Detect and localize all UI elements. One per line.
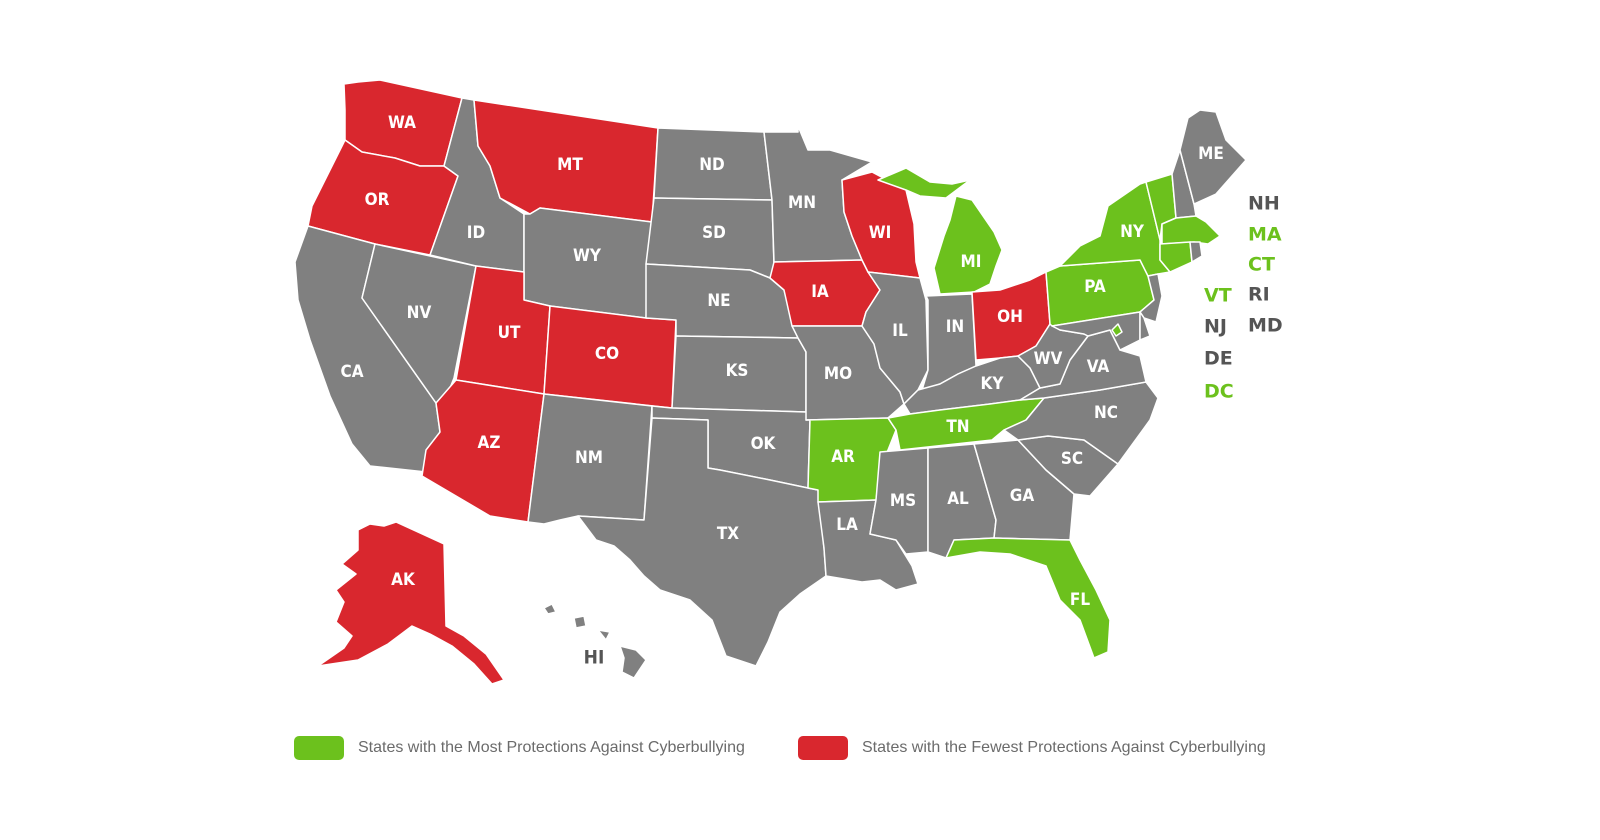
label-de: DE bbox=[1204, 348, 1233, 370]
label-tx: TX bbox=[717, 524, 739, 544]
label-in: IN bbox=[946, 317, 965, 337]
label-oh: OH bbox=[997, 307, 1023, 327]
label-mt: MT bbox=[557, 155, 583, 175]
label-nv: NV bbox=[407, 303, 432, 323]
label-me: ME bbox=[1198, 144, 1224, 164]
label-ny: NY bbox=[1120, 222, 1145, 242]
label-mn: MN bbox=[788, 193, 816, 213]
label-wv: WV bbox=[1034, 349, 1063, 369]
label-co: CO bbox=[595, 344, 619, 364]
state-nh[interactable] bbox=[1171, 149, 1197, 219]
state-mi-up[interactable] bbox=[877, 167, 971, 199]
state-ct[interactable] bbox=[1159, 241, 1193, 273]
legend-most-swatch bbox=[294, 736, 344, 760]
label-ut: UT bbox=[498, 323, 521, 343]
label-la: LA bbox=[836, 515, 858, 535]
label-ne: NE bbox=[707, 291, 730, 311]
state-ak[interactable] bbox=[317, 521, 505, 685]
label-vt: VT bbox=[1204, 285, 1232, 307]
label-ca: CA bbox=[340, 362, 363, 382]
legend-fewest: States with the Fewest Protections Again… bbox=[798, 736, 1266, 760]
state-fl[interactable] bbox=[945, 537, 1111, 659]
label-fl: FL bbox=[1070, 590, 1090, 610]
label-id: ID bbox=[467, 223, 485, 243]
label-ma: MA bbox=[1248, 224, 1282, 246]
label-nh: NH bbox=[1248, 193, 1280, 215]
label-mi: MI bbox=[961, 252, 982, 272]
legend-most: States with the Most Protections Against… bbox=[294, 736, 745, 760]
state-dc[interactable] bbox=[1111, 323, 1123, 337]
label-ia: IA bbox=[811, 282, 829, 302]
state-shapes bbox=[294, 79, 1247, 685]
label-il: IL bbox=[892, 321, 908, 341]
label-wy: WY bbox=[573, 246, 602, 266]
label-hi: HI bbox=[584, 647, 605, 669]
state-hi[interactable] bbox=[543, 603, 647, 679]
state-nm[interactable] bbox=[527, 393, 653, 525]
label-tn: TN bbox=[946, 417, 969, 437]
label-al: AL bbox=[947, 489, 969, 509]
state-nc[interactable] bbox=[1003, 381, 1159, 465]
state-il[interactable] bbox=[861, 271, 929, 405]
state-ri[interactable] bbox=[1189, 241, 1203, 263]
state-me[interactable] bbox=[1179, 109, 1247, 205]
label-wi: WI bbox=[869, 223, 892, 243]
state-labels: WA OR CA NV ID MT WY UT CO AZ NM ND SD N… bbox=[340, 113, 1223, 669]
label-ok: OK bbox=[751, 434, 777, 454]
label-ks: KS bbox=[726, 361, 749, 381]
state-nj[interactable] bbox=[1139, 273, 1163, 323]
label-ar: AR bbox=[831, 447, 855, 467]
label-pa: PA bbox=[1084, 277, 1106, 297]
legend-most-label: States with the Most Protections Against… bbox=[358, 739, 745, 756]
label-ri: RI bbox=[1248, 284, 1270, 306]
label-ct: CT bbox=[1248, 254, 1275, 276]
legend-fewest-swatch bbox=[798, 736, 848, 760]
label-va: VA bbox=[1087, 357, 1110, 377]
state-de[interactable] bbox=[1139, 311, 1151, 341]
state-tx[interactable] bbox=[577, 417, 827, 667]
label-wa: WA bbox=[388, 113, 416, 133]
label-nm: NM bbox=[575, 448, 603, 468]
label-mo: MO bbox=[824, 364, 852, 384]
label-sd: SD bbox=[702, 223, 726, 243]
label-dc: DC bbox=[1204, 381, 1234, 403]
label-or: OR bbox=[365, 190, 390, 210]
label-ms: MS bbox=[890, 491, 916, 511]
label-ak: AK bbox=[391, 570, 416, 590]
label-nj: NJ bbox=[1204, 316, 1227, 338]
small-state-labels: NH MA CT RI MD VT NJ DE DC bbox=[1204, 193, 1283, 403]
label-az: AZ bbox=[478, 433, 501, 453]
legend-fewest-label: States with the Fewest Protections Again… bbox=[862, 739, 1266, 756]
label-sc: SC bbox=[1061, 449, 1083, 469]
label-nd: ND bbox=[699, 155, 725, 175]
state-mi[interactable] bbox=[933, 195, 1003, 295]
label-ga: GA bbox=[1010, 486, 1035, 506]
label-ky: KY bbox=[981, 374, 1005, 394]
label-nc: NC bbox=[1094, 403, 1118, 423]
state-ma[interactable] bbox=[1161, 215, 1221, 245]
label-md: MD bbox=[1248, 315, 1283, 337]
